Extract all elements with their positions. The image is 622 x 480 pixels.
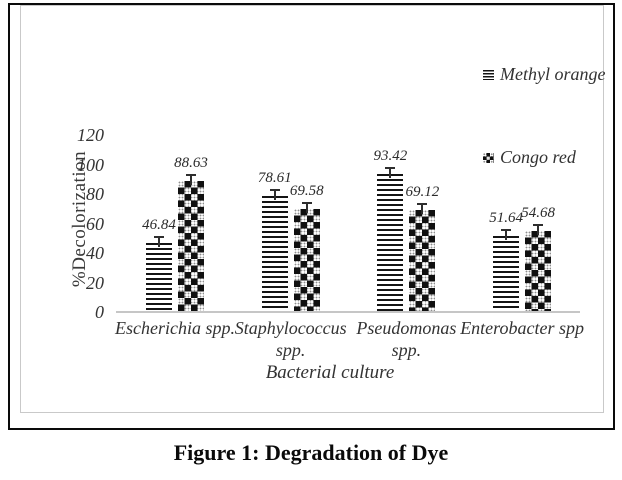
x-category-escherichia-spp: Escherichia spp. (115, 318, 235, 338)
bar-methyl-orange-staphylococcus-spp (261, 196, 288, 312)
legend-item-methyl-orange: Methyl orange (483, 64, 605, 85)
value-label-congo-red-staphylococcus-spp: 69.58 (289, 183, 324, 200)
error-bar-congo-red-enterobacter-spp (537, 224, 540, 236)
y-tick-120: 120 (77, 125, 104, 145)
y-tick-60: 60 (86, 213, 104, 234)
x-category-pseudomonas-spp: Pseudomonas spp. (356, 318, 457, 360)
error-bar-congo-red-pseudomonas-spp (421, 203, 424, 215)
error-bar-cap-congo-red-escherichia-spp (186, 174, 196, 177)
legend-label-methyl-orange: Methyl orange (500, 64, 606, 84)
error-bar-methyl-orange-escherichia-spp (158, 235, 160, 247)
value-label-methyl-orange-enterobacter-spp: 51.64 (489, 209, 523, 226)
x-category-staphylococcus-spp: Staphylococcus spp. (234, 318, 347, 360)
error-bar-congo-red-staphylococcus-spp (305, 202, 308, 214)
error-bar-methyl-orange-staphylococcus-spp (273, 189, 276, 201)
x-axis-line (116, 311, 580, 313)
legend-swatch-methyl-orange-icon (483, 69, 494, 80)
chart-plot-border (20, 5, 604, 413)
y-tick-40: 40 (86, 243, 104, 263)
error-bar-congo-red-escherichia-spp (190, 174, 192, 186)
error-bar-cap-congo-red-enterobacter-spp (533, 224, 544, 227)
error-bar-methyl-orange-enterobacter-spp (505, 228, 508, 240)
error-bar-cap-methyl-orange-staphylococcus-spp (269, 189, 280, 192)
legend-item-congo-red: Congo red (483, 147, 576, 168)
value-label-congo-red-enterobacter-spp: 54.68 (521, 205, 555, 222)
y-tick-0: 0 (95, 302, 104, 322)
value-label-methyl-orange-staphylococcus-spp: 78.61 (257, 170, 292, 187)
bar-congo-red-enterobacter-spp (525, 231, 552, 312)
bar-methyl-orange-pseudomonas-spp (377, 174, 404, 312)
x-category-enterobacter-spp: Enterobacter spp (460, 318, 584, 338)
error-bar-cap-congo-red-pseudomonas-spp (417, 203, 428, 206)
value-label-congo-red-pseudomonas-spp: 69.12 (405, 184, 440, 201)
y-tick-20: 20 (86, 272, 104, 293)
bar-congo-red-staphylococcus-spp (293, 209, 320, 312)
legend-label-congo-red: Congo red (500, 147, 576, 167)
y-tick-80: 80 (86, 184, 104, 204)
y-tick-100: 100 (77, 154, 104, 175)
legend-swatch-congo-red-icon (483, 152, 494, 163)
bar-methyl-orange-enterobacter-spp (493, 235, 520, 312)
bar-congo-red-escherichia-spp (178, 181, 204, 312)
error-bar-cap-methyl-orange-escherichia-spp (154, 235, 164, 238)
bar-methyl-orange-escherichia-spp (146, 242, 172, 312)
error-bar-cap-congo-red-staphylococcus-spp (301, 202, 312, 205)
value-label-congo-red-escherichia-spp: 88.63 (174, 155, 208, 172)
error-bar-cap-methyl-orange-enterobacter-spp (501, 228, 512, 231)
figure-caption: Figure 1: Degradation of Dye (173, 440, 449, 465)
error-bar-cap-methyl-orange-pseudomonas-spp (385, 167, 396, 170)
error-bar-methyl-orange-pseudomonas-spp (389, 167, 392, 179)
value-label-methyl-orange-escherichia-spp: 46.84 (142, 216, 176, 233)
bar-congo-red-pseudomonas-spp (409, 210, 436, 312)
x-axis-title: Bacterial culture (265, 362, 395, 383)
value-label-methyl-orange-pseudomonas-spp: 93.42 (373, 148, 408, 165)
